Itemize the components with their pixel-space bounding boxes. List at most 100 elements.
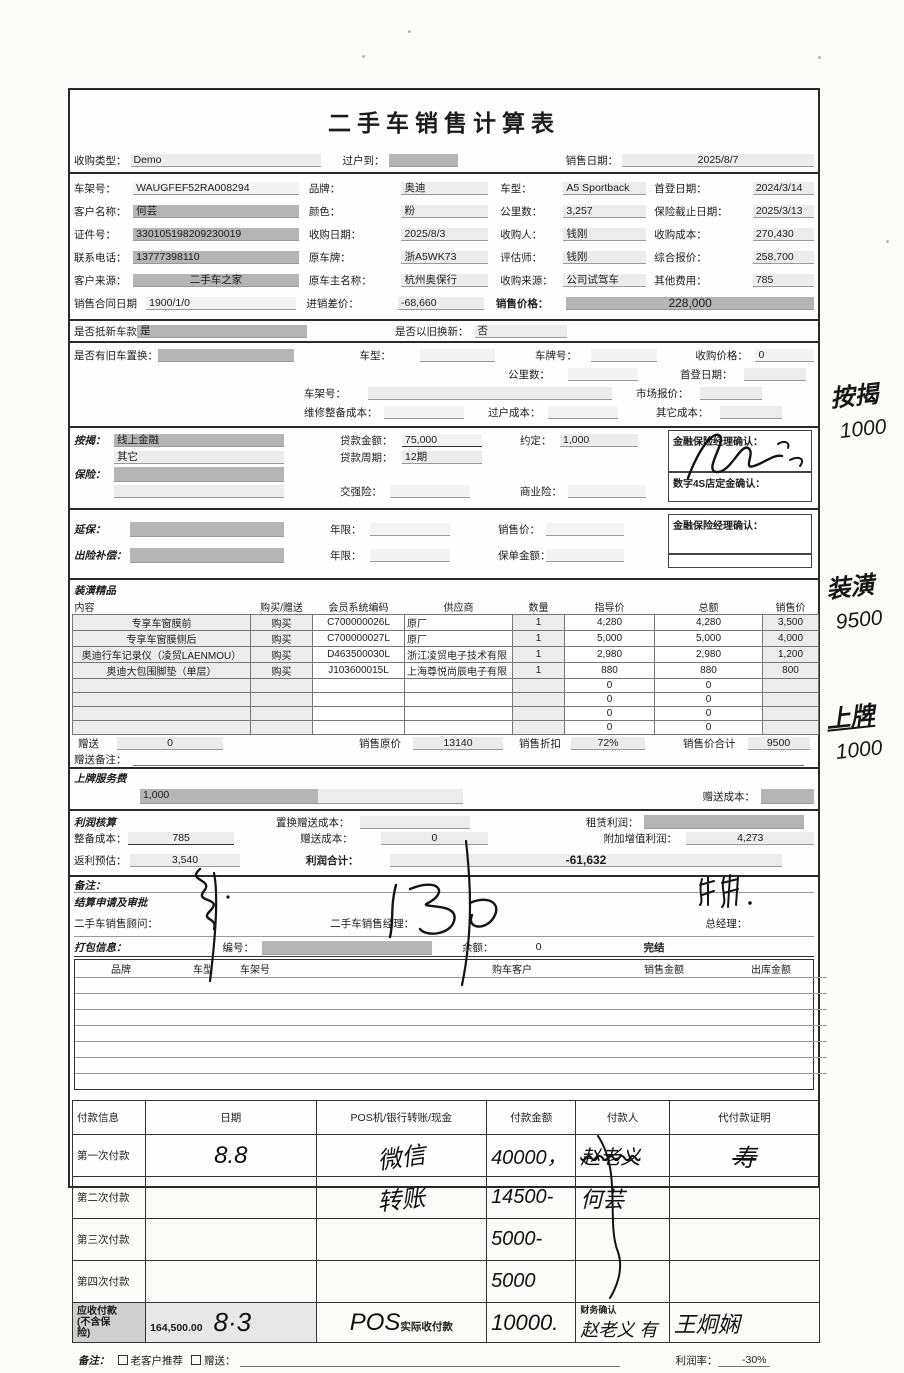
profit-total-value[interactable]: -61,632 xyxy=(390,853,782,867)
purchase-source-value[interactable]: 公司试驾车 xyxy=(563,274,647,287)
old-plate-value[interactable] xyxy=(591,349,658,362)
loan-period-value[interactable]: 12期 xyxy=(402,451,482,464)
gift-cost-value[interactable] xyxy=(761,788,814,804)
first-reg-value[interactable]: 2024/3/14 xyxy=(752,182,815,195)
discount-value[interactable]: 72% xyxy=(571,737,645,750)
plate-fee-extra[interactable] xyxy=(317,788,463,804)
phone-value[interactable]: 13777398110 xyxy=(133,251,299,264)
old-repair-value[interactable] xyxy=(384,406,464,419)
commercial-ins-value[interactable] xyxy=(568,485,646,498)
sale-price-label: 销售价格： xyxy=(495,298,549,310)
loan-type-value[interactable]: 线上金融 xyxy=(114,434,284,447)
packing-no-value[interactable] xyxy=(262,940,432,955)
gift-value[interactable]: 0 xyxy=(117,737,223,750)
rebate-value[interactable]: 3,540 xyxy=(130,853,240,867)
swap-gift-cost-value[interactable] xyxy=(360,815,470,829)
packing-empty-row[interactable] xyxy=(75,977,827,994)
warranty-price-value[interactable] xyxy=(546,522,624,536)
remark-line[interactable] xyxy=(239,1354,620,1367)
color-value[interactable]: 粉 xyxy=(401,205,489,218)
old-other-cost-value[interactable] xyxy=(720,406,782,419)
sale-date-value[interactable]: 2025/8/7 xyxy=(622,153,814,167)
appraiser-value[interactable]: 钱刚 xyxy=(563,251,647,264)
other-fee-value[interactable]: 785 xyxy=(752,274,815,287)
decoration-row[interactable]: 奥迪行车记录仪（凌贸LAENMOU） 购买 D463500030L 浙江凌贸电子… xyxy=(72,646,819,663)
packing-empty-row[interactable] xyxy=(75,993,827,1010)
old-firstreg-value[interactable] xyxy=(744,368,806,381)
packing-empty-row[interactable] xyxy=(75,1074,827,1090)
payment-row-4[interactable]: 第四次付款 5000 xyxy=(71,1260,821,1303)
prep-cost-value[interactable]: 785 xyxy=(128,831,235,845)
warranty-years-value[interactable] xyxy=(370,522,450,536)
compulsory-ins-value[interactable] xyxy=(390,485,470,498)
purchase-date-value[interactable]: 2025/8/3 xyxy=(401,228,489,241)
gift-note-line[interactable] xyxy=(132,753,804,766)
payment-row-1[interactable]: 第一次付款 8.8 微信 40000， 赵老义 寿 xyxy=(71,1134,821,1177)
id-number-value[interactable]: 330105198209230019 xyxy=(133,228,299,241)
payment-row-2[interactable]: 第二次付款 转账 14500- 何芸 xyxy=(71,1176,821,1219)
agree-value[interactable]: 1,000 xyxy=(560,434,638,447)
rent-profit-value[interactable] xyxy=(644,815,804,829)
model-value[interactable]: A5 Sportback xyxy=(563,182,647,195)
newcar-offset-value[interactable]: 是 xyxy=(137,324,307,338)
claim-comp-value[interactable] xyxy=(130,547,284,563)
packing-empty-row[interactable] xyxy=(75,1041,827,1058)
margin-note-value: 9500 xyxy=(834,606,884,635)
profit-gift-cost-value[interactable]: 0 xyxy=(381,831,488,845)
insurance-value2[interactable] xyxy=(114,485,284,498)
vin-value[interactable]: WAUGFEF52RA008294 xyxy=(133,182,299,195)
claim-years-value[interactable] xyxy=(370,548,450,562)
old-vin-value[interactable] xyxy=(368,387,612,400)
plate-fee-value[interactable]: 1,000 xyxy=(140,788,318,804)
contract-date-value[interactable]: 1900/1/0 xyxy=(146,297,297,310)
old-buy-price-value[interactable]: 0 xyxy=(755,349,814,362)
old-km-value[interactable] xyxy=(568,368,638,381)
purchase-type-value[interactable]: Demo xyxy=(130,153,321,167)
gift-checkbox[interactable] xyxy=(191,1355,201,1365)
old-market-label: 市场报价： xyxy=(636,388,689,400)
old-car-value[interactable] xyxy=(158,349,294,362)
balance-value[interactable]: 0 xyxy=(535,941,542,953)
sale-price-value[interactable]: 228,000 xyxy=(566,297,814,310)
transfer-to-value[interactable] xyxy=(388,153,458,167)
loan-amount-value[interactable]: 75,000 xyxy=(402,434,482,447)
extra-profit-value[interactable]: 4,273 xyxy=(686,831,814,845)
prev-owner-value[interactable]: 杭州奥保行 xyxy=(401,274,489,287)
old-model-value[interactable] xyxy=(419,349,496,362)
purchaser-value[interactable]: 钱刚 xyxy=(563,228,647,241)
decoration-row[interactable]: 专享车窗膜侧后 购买 C700000027L 原厂 1 5,000 5,000 … xyxy=(72,630,819,647)
packing-empty-row[interactable] xyxy=(75,1025,827,1042)
profit-rate-value: -30% xyxy=(717,1354,770,1367)
packing-empty-row[interactable] xyxy=(75,1057,827,1074)
packing-empty-row[interactable] xyxy=(75,1009,827,1026)
margin-value[interactable]: -68,660 xyxy=(397,297,484,310)
loan-other-value[interactable]: 其它 xyxy=(114,451,284,464)
field-label: 收购日期： xyxy=(308,229,362,241)
policy-amount-value[interactable] xyxy=(546,548,624,562)
ext-warranty-value[interactable] xyxy=(130,521,284,537)
decoration-row[interactable]: 专享车窗膜前 购买 C700000026L 原厂 1 4,280 4,280 3… xyxy=(72,614,819,631)
customer-source-value[interactable]: 二手车之家 xyxy=(133,274,299,287)
orig-price-value[interactable]: 13140 xyxy=(413,737,503,750)
old-transfer-cost-value[interactable] xyxy=(548,406,618,419)
brand-value[interactable]: 奥迪 xyxy=(401,182,489,195)
old-customer-checkbox[interactable] xyxy=(117,1355,128,1365)
old-market-value[interactable] xyxy=(700,387,762,400)
insurance-value[interactable] xyxy=(114,467,284,482)
customer-name-value[interactable]: 何芸 xyxy=(133,205,299,218)
guide-price: 0 xyxy=(564,720,655,735)
payment-due-row[interactable]: 应收付款 (不含保 险) 164,500.00 8·3 POS实际收付款 100… xyxy=(71,1302,821,1343)
insurance-end-value[interactable]: 2025/3/13 xyxy=(752,205,815,218)
payment-row-3[interactable]: 第三次付款 5000- xyxy=(71,1218,821,1261)
mileage-value[interactable]: 3,257 xyxy=(563,205,647,218)
quote-value[interactable]: 258,700 xyxy=(752,251,815,264)
dec-total-value[interactable]: 9500 xyxy=(747,737,810,750)
old-plate-value[interactable]: 浙A5WK73 xyxy=(401,251,489,264)
purchase-cost-value[interactable]: 270,430 xyxy=(752,228,815,241)
decoration-row[interactable]: 奥迪大包围脚垫（单层） 购买 J103600015L 上海尊悦尚辰电子有限 1 … xyxy=(72,662,819,679)
trade-in-value[interactable]: 否 xyxy=(474,324,567,338)
